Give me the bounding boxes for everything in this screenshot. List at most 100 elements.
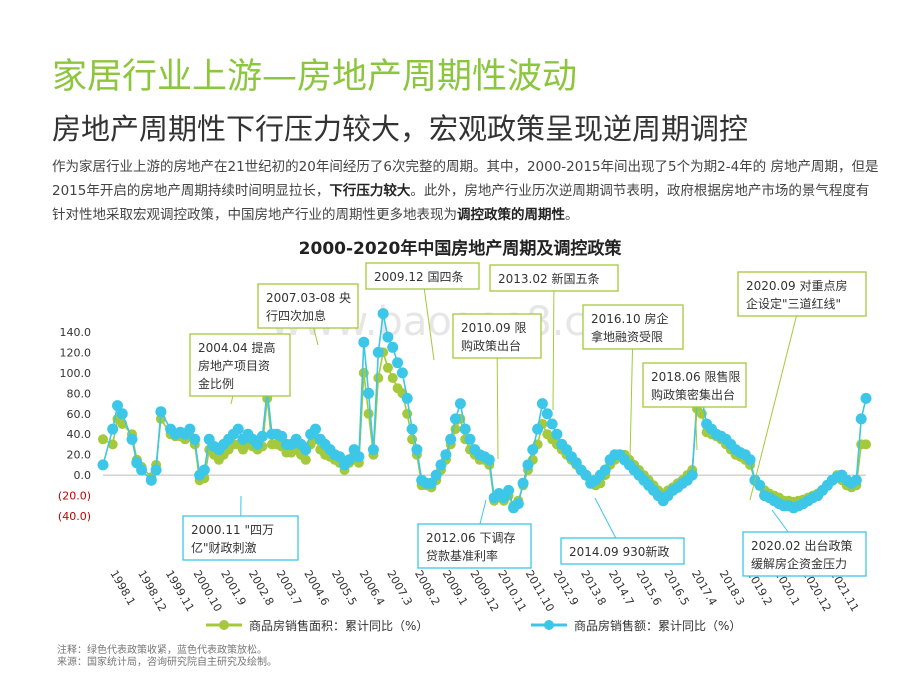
annotation-text: 2004.04 提高 <box>198 340 275 355</box>
y-tick-label: (40.0) <box>58 510 91 523</box>
intro-paragraph: 作为家居行业上游的房地产在21世纪初的20年间经历了6次完整的周期。其中，200… <box>52 155 882 227</box>
legend-label: 商品房销售额：累计同比（%） <box>574 618 741 633</box>
data-point <box>126 433 138 445</box>
x-tick-label: 2004.6 <box>301 568 332 608</box>
y-tick-label: 40.0 <box>67 428 92 441</box>
source-note: 来源：国家统计局，咨询研究院自主研究及绘制。 <box>57 657 277 668</box>
data-point <box>343 454 355 466</box>
data-point <box>599 464 611 476</box>
data-point <box>363 387 375 399</box>
data-point <box>358 336 370 348</box>
footnote: 注释：绿色代表政策收紧，蓝色代表政策放松。 <box>57 645 267 656</box>
data-point <box>107 439 118 450</box>
x-tick-label: 2008.2 <box>412 568 443 608</box>
annotation-box <box>189 333 291 397</box>
data-point <box>855 413 867 425</box>
legend-marker <box>219 620 229 630</box>
data-point <box>527 444 539 456</box>
annotation-text: 2000.11 "四万 <box>191 523 274 537</box>
annotation-text: 拿地融资受限 <box>591 329 663 344</box>
data-point <box>464 433 476 445</box>
data-point <box>450 413 461 425</box>
data-point <box>517 477 529 489</box>
annotation-box <box>257 283 359 329</box>
data-point <box>580 469 592 481</box>
annotation-text: 购政策出台 <box>461 338 521 353</box>
intro-bold-2: 调控政策的周期性 <box>457 207 565 223</box>
annotation-box <box>365 262 480 290</box>
y-tick-label: 80.0 <box>67 387 92 400</box>
data-point <box>189 433 201 445</box>
x-tick-label: 2009.1 <box>440 568 471 608</box>
data-point <box>532 423 544 435</box>
data-point <box>454 398 466 410</box>
annotation-box <box>737 271 867 317</box>
data-point <box>252 438 263 450</box>
data-point <box>850 474 862 486</box>
annotation-text: 2009.12 国四条 <box>374 270 463 284</box>
x-tick-label: 2001.9 <box>218 568 249 608</box>
data-point <box>396 367 408 379</box>
data-point <box>754 479 766 491</box>
annotation-text: 2010.09 限 <box>461 321 526 335</box>
data-point <box>382 331 394 343</box>
data-point <box>425 477 437 489</box>
annotation-text: 2018.06 限售限 <box>651 369 740 384</box>
data-point <box>372 346 384 358</box>
annotation-leader <box>422 275 435 361</box>
data-point <box>334 451 346 463</box>
data-point <box>363 408 374 419</box>
data-point <box>276 430 288 442</box>
intro-bold-1: 下行压力较大 <box>329 183 411 199</box>
annotation-leader <box>749 293 803 501</box>
data-point <box>387 341 399 353</box>
y-tick-label: (20.0) <box>58 490 91 503</box>
data-point <box>744 454 756 466</box>
data-point <box>310 423 321 435</box>
page-subtitle: 房地产周期性下行压力较大，宏观政策呈现逆周期调控 <box>52 112 749 146</box>
data-point <box>445 433 457 445</box>
data-point <box>232 423 244 435</box>
x-tick-label: 2002.8 <box>246 568 277 608</box>
annotation-box <box>642 362 747 408</box>
y-tick-label: 100.0 <box>60 367 92 380</box>
data-point <box>503 484 515 496</box>
data-point <box>150 464 162 476</box>
x-tick-label: 2017.4 <box>689 568 720 608</box>
annotation-box <box>560 537 685 565</box>
annotation-text: 金比例 <box>198 376 234 391</box>
data-point <box>411 444 423 456</box>
x-tick-label: 2005.5 <box>329 568 360 608</box>
x-tick-label: 2003.7 <box>274 568 305 608</box>
data-point <box>387 373 398 383</box>
data-point <box>256 430 268 442</box>
y-tick-label: 20.0 <box>67 449 92 462</box>
annotation-box <box>489 264 619 292</box>
intro-text-1: 作为家居行业上游的房地产在21世纪初的20年间经历了6次完整的周期。其中，200… <box>52 159 879 199</box>
y-tick-label: 0.0 <box>74 469 92 482</box>
annotation-text: 2013.02 新国五条 <box>498 271 599 286</box>
data-point <box>551 428 563 440</box>
intro-text-2: 。此外，房地产行业历次逆周期调节表明，政府根据房地产市场的景气程度有针对性地采取… <box>52 183 870 223</box>
data-point <box>860 392 872 404</box>
intro-text-3: 。 <box>565 207 579 223</box>
annotation-text: 2020.09 对重点房 <box>746 278 847 293</box>
data-point <box>377 308 389 320</box>
data-point <box>483 454 495 466</box>
data-point <box>861 439 871 450</box>
y-tick-label: 140.0 <box>60 326 92 339</box>
data-point <box>401 392 413 404</box>
x-tick-label: 1998.1 <box>107 568 138 608</box>
y-tick-label: 60.0 <box>67 408 92 421</box>
data-point <box>184 423 196 435</box>
data-point <box>440 449 452 461</box>
data-point <box>353 451 365 463</box>
data-point <box>300 454 311 465</box>
annotation-box <box>182 515 299 561</box>
data-point <box>435 459 447 471</box>
data-point <box>392 357 404 369</box>
annotation-text: 亿"财政刺激 <box>191 540 257 555</box>
data-point <box>367 444 379 456</box>
x-tick-label: 2014.7 <box>606 568 637 608</box>
annotation-text: 购政策密集出台 <box>651 387 735 402</box>
